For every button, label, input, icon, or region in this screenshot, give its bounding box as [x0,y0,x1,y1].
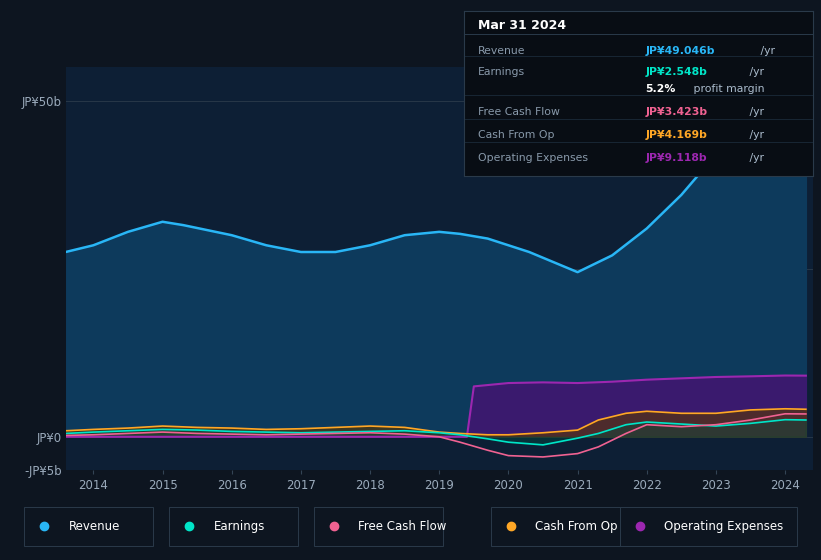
Text: JP¥2.548b: JP¥2.548b [645,67,707,77]
Text: profit margin: profit margin [690,84,764,94]
Text: /yr: /yr [745,130,764,140]
Text: /yr: /yr [745,153,764,164]
Text: Operating Expenses: Operating Expenses [664,520,783,533]
Text: Revenue: Revenue [68,520,120,533]
Text: Free Cash Flow: Free Cash Flow [358,520,447,533]
Text: Cash From Op: Cash From Op [535,520,617,533]
Text: JP¥49.046b: JP¥49.046b [645,46,715,56]
Text: Mar 31 2024: Mar 31 2024 [478,20,566,32]
Text: JP¥9.118b: JP¥9.118b [645,153,707,164]
Text: JP¥3.423b: JP¥3.423b [645,107,708,117]
Text: /yr: /yr [745,107,764,117]
Text: Earnings: Earnings [213,520,264,533]
Text: Operating Expenses: Operating Expenses [478,153,588,164]
Text: /yr: /yr [745,67,764,77]
Text: JP¥4.169b: JP¥4.169b [645,130,707,140]
Text: Cash From Op: Cash From Op [478,130,554,140]
Text: Free Cash Flow: Free Cash Flow [478,107,560,117]
Text: /yr: /yr [757,46,775,56]
Text: Earnings: Earnings [478,67,525,77]
Text: Revenue: Revenue [478,46,525,56]
Text: 5.2%: 5.2% [645,84,676,94]
